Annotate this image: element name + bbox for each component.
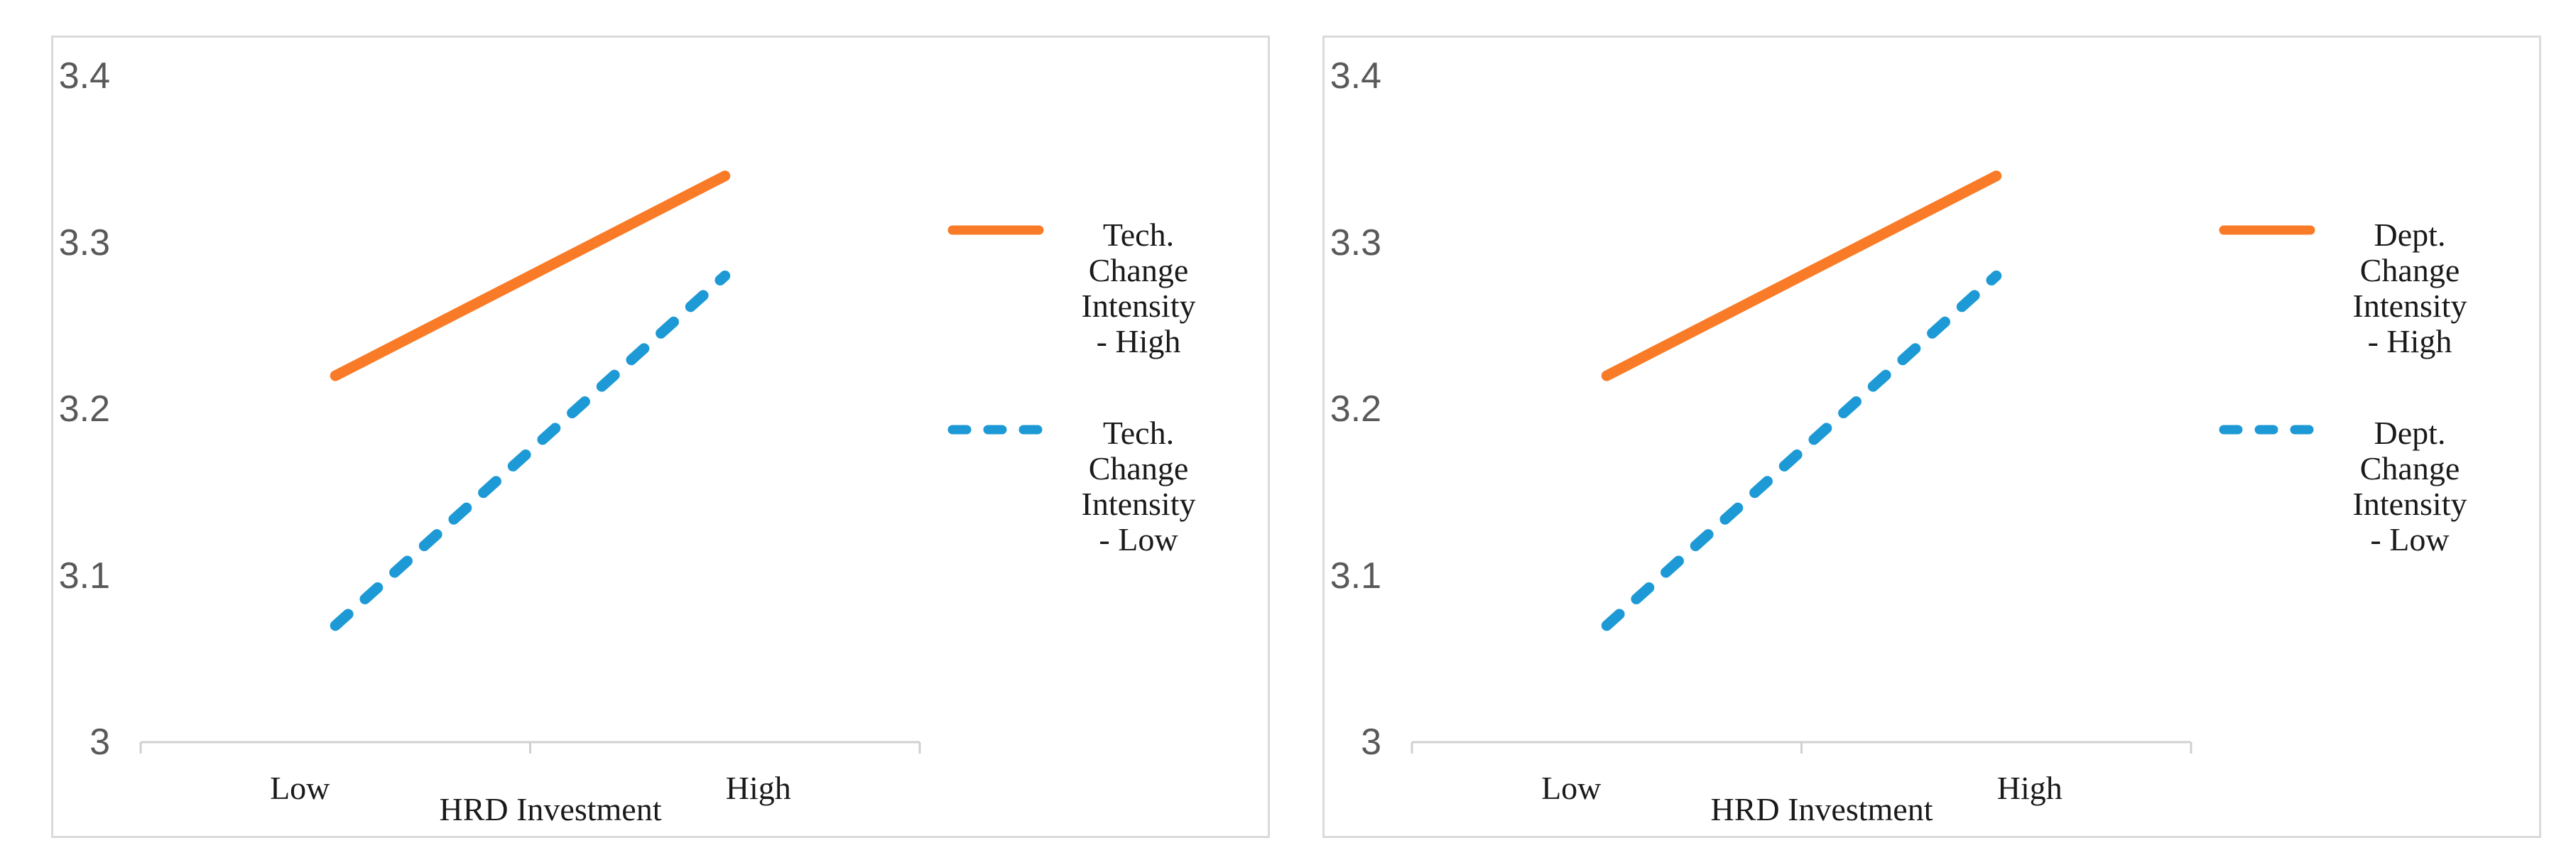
y-tick-label: 3 <box>1361 722 1381 763</box>
plot-svg <box>139 170 921 754</box>
plot-svg <box>1411 170 2192 754</box>
series-line-low <box>1601 270 2002 631</box>
x-category-label: Low <box>270 770 330 806</box>
y-tick-label: 3.2 <box>1330 388 1381 430</box>
x-axis-title: HRD Investment <box>439 791 662 827</box>
legend-line-sample-dashed-icon <box>947 425 1044 435</box>
series-line-high <box>1601 170 2002 381</box>
y-tick-label: 3.1 <box>1330 555 1381 597</box>
series-line-low <box>330 270 731 631</box>
y-tick-label: 3.1 <box>58 555 110 597</box>
legend-line-sample-dashed-icon <box>2219 425 2315 435</box>
x-category-label: Low <box>1541 770 1602 806</box>
legend-label: Dept. Change Intensity - Low <box>2352 415 2467 557</box>
y-tick-label: 3.4 <box>1330 55 1381 97</box>
x-category-label: High <box>725 770 791 806</box>
legend-line-sample-solid-icon <box>947 225 1044 235</box>
legend-label: Tech. Change Intensity - High <box>1081 217 1196 359</box>
y-tick-label: 3.4 <box>58 55 110 97</box>
legend-line-sample-solid-icon <box>2219 225 2315 235</box>
y-tick-label: 3.3 <box>58 222 110 263</box>
chart-panel-tech: 3.4 3.3 3.2 3.1 3 Low High HRD Investment Tech. … <box>51 36 1270 838</box>
x-category-label: High <box>1996 770 2063 806</box>
x-axis-title: HRD Investment <box>1710 791 1933 827</box>
y-tick-label: 3.3 <box>1330 222 1381 263</box>
legend-label: Tech. Change Intensity - Low <box>1081 415 1196 557</box>
y-tick-label: 3 <box>89 722 110 763</box>
series-line-high <box>330 170 731 381</box>
chart-panel-dept: 3.4 3.3 3.2 3.1 3 Low High HRD Investment Dept. … <box>1322 36 2541 838</box>
legend-label: Dept. Change Intensity - High <box>2352 217 2467 359</box>
y-tick-label: 3.2 <box>58 388 110 430</box>
